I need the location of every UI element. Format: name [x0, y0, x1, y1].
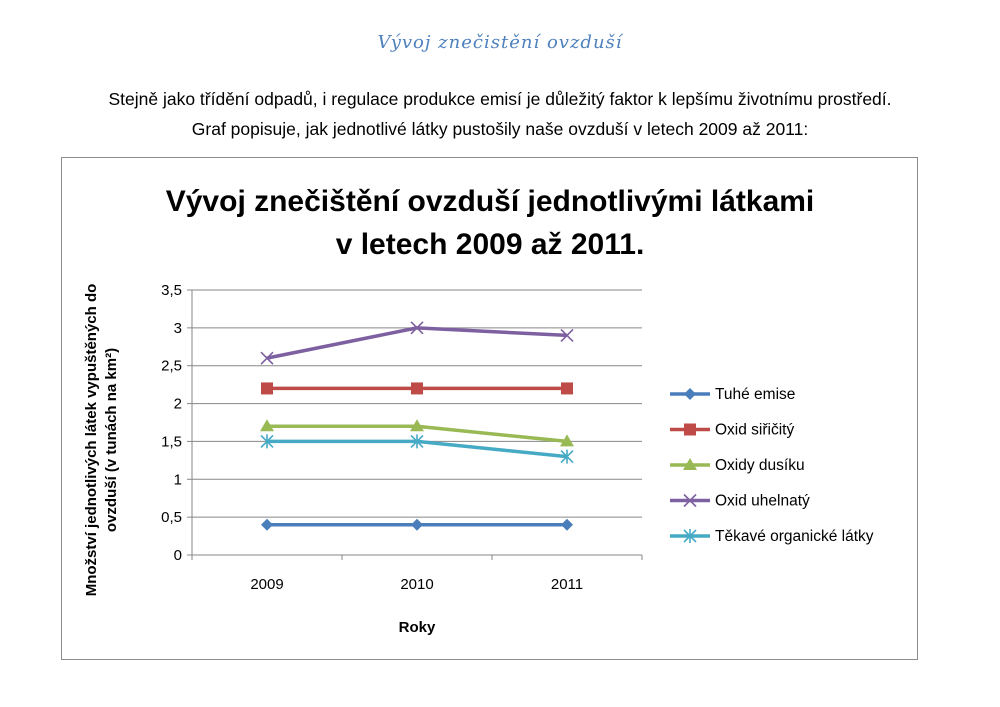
intro-line-2: Graf popisuje, jak jednotlivé látky pust…	[191, 119, 809, 139]
data-point-marker	[561, 518, 573, 531]
y-axis-ticks: 0 0,5 1 1,5 2 2,5 3 3,5	[161, 282, 192, 564]
legend-marker	[683, 529, 697, 543]
series-markers	[260, 321, 574, 531]
chart-title-line-1: Vývoj znečištění ovzduší jednotlivými lá…	[166, 185, 815, 218]
y-axis-title-line-1: Množství jednotlivých látek vypuštěných …	[83, 284, 100, 597]
y-tick-label: 2	[174, 396, 182, 413]
legend-label: Oxid siřičitý	[715, 422, 794, 439]
y-axis-title-line-2: ovzduší (v tunách na km²)	[103, 348, 120, 532]
line-chart: Vývoj znečištění ovzduší jednotlivými lá…	[83, 185, 874, 636]
x-axis-title: Roky	[399, 619, 436, 636]
data-point-marker	[410, 434, 424, 449]
legend-marker	[684, 423, 696, 436]
y-tick-label: 3	[174, 320, 182, 337]
data-point-marker	[261, 382, 273, 395]
data-point-marker	[260, 419, 274, 432]
data-point-marker	[260, 434, 274, 449]
legend: Tuhé emise Oxid siřičitý Oxidy dusíku Oxid …	[670, 386, 874, 545]
data-point-marker	[561, 382, 573, 395]
legend-label: Oxidy dusíku	[715, 457, 805, 474]
y-axis-title: Množství jednotlivých látek vypuštěných …	[83, 284, 120, 597]
legend-label: Tuhé emise	[715, 386, 795, 403]
chart-frame: Vývoj znečištění ovzduší jednotlivými lá…	[61, 157, 918, 660]
chart-title-line-2: v letech 2009 až 2011.	[336, 228, 645, 261]
legend-label: Těkavé organické látky	[715, 528, 874, 545]
data-point-marker	[411, 518, 423, 531]
document-heading: Vývoj znečistění ovzduší	[377, 32, 623, 53]
data-point-marker	[560, 328, 574, 342]
legend-label: Oxid uhelnatý	[715, 493, 810, 510]
y-tick-label: 1	[174, 471, 182, 488]
x-tick-label: 2009	[250, 576, 283, 593]
data-point-marker	[560, 449, 574, 464]
y-tick-label: 2,5	[161, 358, 182, 375]
data-point-marker	[261, 518, 273, 531]
legend-marker	[683, 458, 697, 470]
data-point-marker	[410, 419, 424, 432]
legend-marker	[684, 388, 696, 400]
series-line	[266, 326, 568, 360]
y-tick-label: 3,5	[161, 282, 182, 299]
y-tick-label: 0	[174, 547, 182, 564]
data-point-marker	[560, 434, 574, 447]
intro-line-1: Stejně jako třídění odpadů, i regulace p…	[108, 89, 892, 109]
plot-area	[191, 290, 642, 556]
data-point-marker	[260, 351, 274, 365]
legend-marker	[683, 493, 697, 508]
y-tick-label: 1,5	[161, 433, 182, 450]
data-point-marker	[410, 321, 424, 335]
x-axis-ticks: 2009 2010 2011	[191, 555, 643, 593]
intro-paragraph: Stejně jako třídění odpadů, i regulace p…	[0, 84, 1000, 144]
x-tick-label: 2011	[551, 576, 583, 593]
x-tick-label: 2010	[400, 576, 433, 593]
data-point-marker	[411, 382, 423, 395]
y-tick-label: 0,5	[161, 509, 182, 526]
